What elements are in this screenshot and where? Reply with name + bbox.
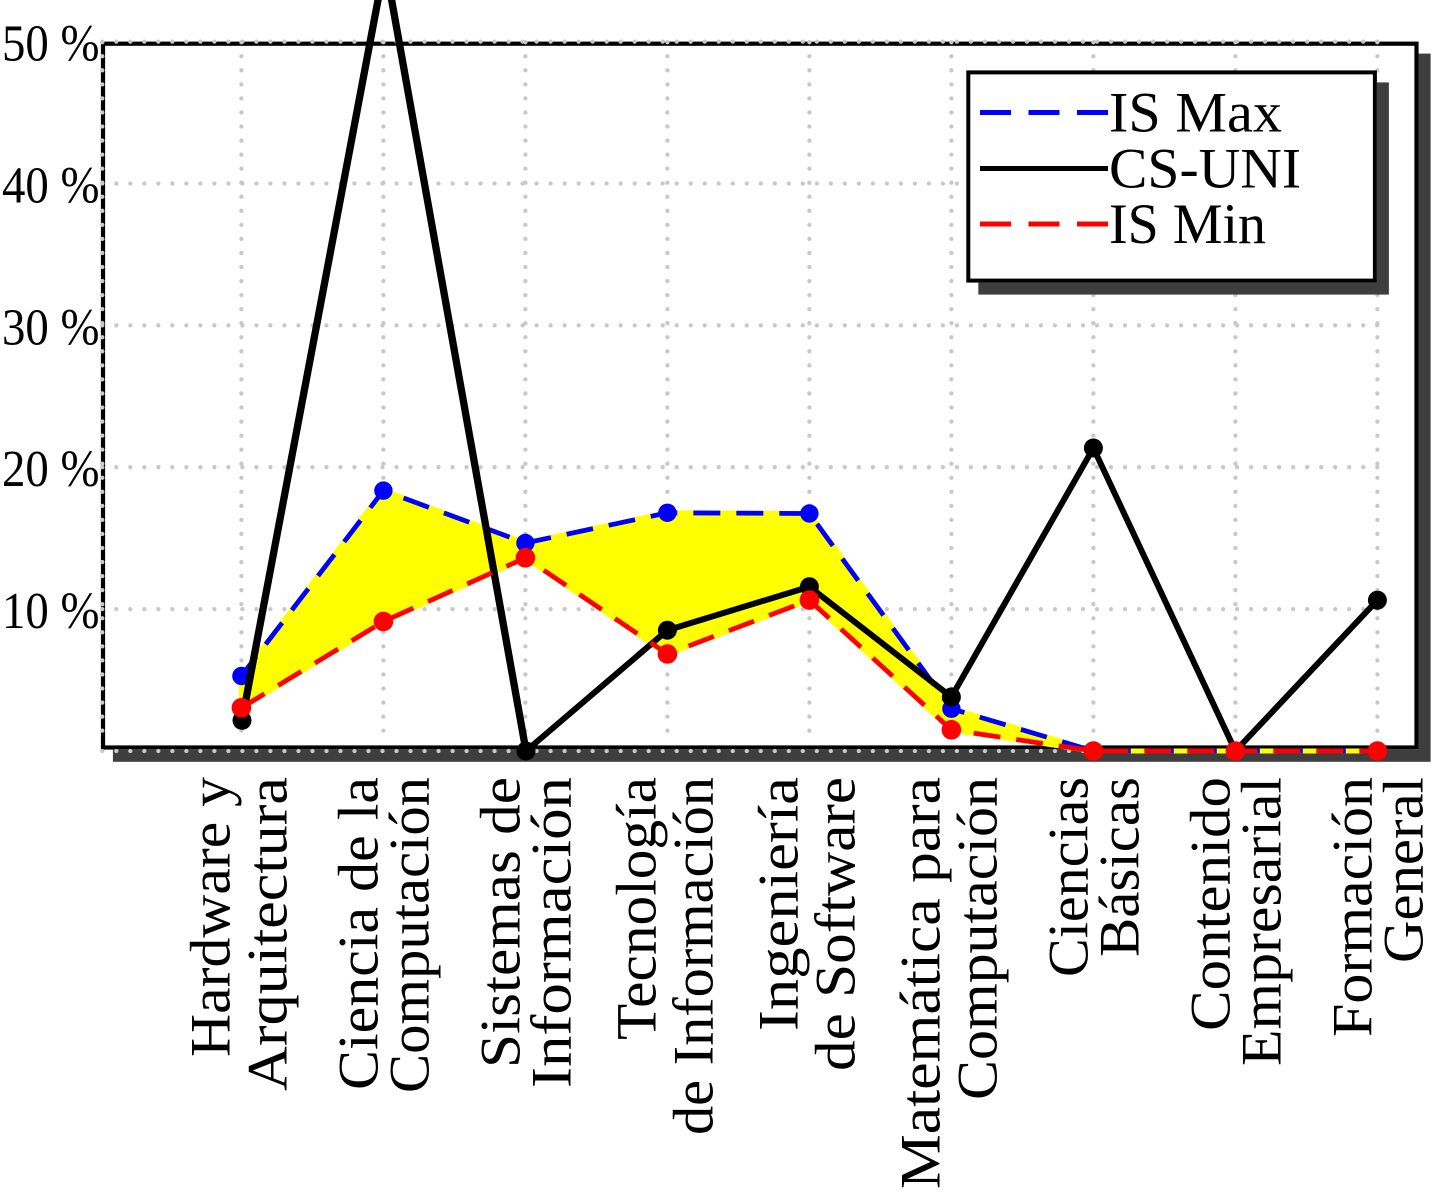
svg-text:30 %: 30 % — [2, 299, 100, 356]
svg-text:Información: Información — [521, 777, 584, 1088]
svg-text:40 %: 40 % — [2, 158, 100, 215]
svg-text:CS-UNI: CS-UNI — [1109, 138, 1301, 201]
svg-text:IS Min: IS Min — [1109, 193, 1266, 256]
svg-text:Ingeniería: Ingeniería — [748, 777, 811, 1031]
svg-text:de Información: de Información — [663, 777, 726, 1135]
svg-text:10 %: 10 % — [2, 583, 100, 640]
svg-text:IS Max: IS Max — [1109, 82, 1282, 145]
svg-text:Básicas: Básicas — [1089, 777, 1152, 957]
svg-text:Computación: Computación — [947, 777, 1010, 1100]
svg-text:Ciencias: Ciencias — [1038, 777, 1101, 977]
svg-text:50 %: 50 % — [2, 16, 100, 73]
svg-text:Computación: Computación — [379, 777, 442, 1093]
svg-text:Sistemas de: Sistemas de — [470, 777, 533, 1068]
svg-text:20 %: 20 % — [2, 441, 100, 498]
svg-text:Formación: Formación — [1322, 777, 1385, 1037]
svg-text:Contenido: Contenido — [1180, 777, 1243, 1031]
svg-text:Hardware y: Hardware y — [180, 776, 243, 1057]
svg-text:General: General — [1373, 777, 1433, 963]
svg-text:Empresarial: Empresarial — [1231, 777, 1294, 1066]
svg-text:de Software: de Software — [805, 777, 868, 1071]
svg-text:Matemática para: Matemática para — [890, 777, 953, 1189]
svg-text:Ciencia de la: Ciencia de la — [328, 777, 391, 1090]
svg-text:Tecnología: Tecnología — [606, 777, 669, 1040]
svg-text:Arquitectura: Arquitectura — [237, 777, 300, 1091]
